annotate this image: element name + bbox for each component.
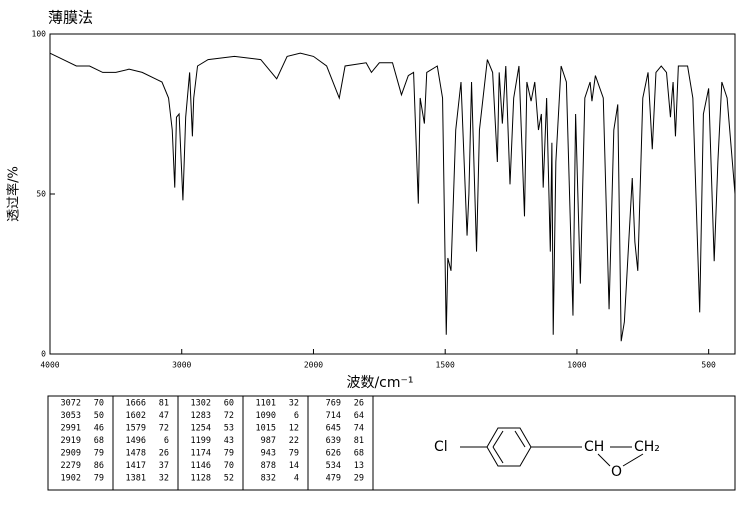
peak-wavenumber: 714 (326, 411, 341, 421)
x-tick-label: 500 (701, 361, 716, 370)
peak-wavenumber: 1579 (126, 424, 146, 434)
peak-wavenumber: 626 (326, 449, 341, 459)
structure (460, 427, 644, 467)
peak-transmittance: 70 (224, 461, 234, 471)
chart-title: 薄膜法 (48, 9, 93, 27)
peak-transmittance: 79 (224, 449, 234, 459)
peak-transmittance: 72 (159, 424, 169, 434)
peak-wavenumber: 1666 (126, 399, 146, 409)
peak-wavenumber: 1381 (126, 474, 146, 484)
peak-wavenumber: 1015 (256, 424, 276, 434)
atom-label: CH (584, 439, 604, 455)
peak-wavenumber: 3053 (61, 411, 81, 421)
y-tick-label: 50 (36, 190, 46, 199)
peak-transmittance: 50 (94, 411, 104, 421)
peak-wavenumber: 645 (326, 424, 341, 434)
peak-wavenumber: 1496 (126, 436, 146, 446)
x-axis-label: 波数/cm⁻¹ (346, 375, 413, 391)
spectrum-line (49, 52, 736, 342)
peak-wavenumber: 3072 (61, 399, 81, 409)
y-tick-label: 100 (32, 30, 47, 39)
x-tick-label: 3000 (172, 361, 191, 370)
peak-wavenumber: 1902 (61, 474, 81, 484)
peak-transmittance: 52 (224, 474, 234, 484)
peak-wavenumber: 534 (326, 461, 341, 471)
peak-transmittance: 68 (354, 449, 364, 459)
x-tick-label: 1500 (436, 361, 455, 370)
y-axis-label: 透过率/% (6, 166, 22, 222)
peak-transmittance: 37 (159, 461, 169, 471)
peak-table-frame (47, 395, 736, 491)
peak-wavenumber: 1417 (126, 461, 146, 471)
plot-frame (49, 33, 736, 355)
peak-wavenumber: 1283 (191, 411, 211, 421)
peak-wavenumber: 769 (326, 399, 341, 409)
peak-transmittance: 72 (224, 411, 234, 421)
peak-wavenumber: 878 (261, 461, 276, 471)
peak-wavenumber: 2279 (61, 461, 81, 471)
peak-transmittance: 53 (224, 424, 234, 434)
peak-transmittance: 26 (159, 449, 169, 459)
peak-wavenumber: 1602 (126, 411, 146, 421)
peak-transmittance: 47 (159, 411, 169, 421)
peak-transmittance: 6 (294, 411, 299, 421)
peak-transmittance: 70 (94, 399, 104, 409)
peak-transmittance: 81 (159, 399, 169, 409)
atom-label: O (611, 464, 622, 480)
atom-label: Cl (434, 439, 448, 455)
peak-transmittance: 64 (354, 411, 364, 421)
peak-wavenumber: 1478 (126, 449, 146, 459)
peak-wavenumber: 2991 (61, 424, 81, 434)
peak-wavenumber: 1128 (191, 474, 211, 484)
peak-transmittance: 14 (289, 461, 299, 471)
peak-wavenumber: 1174 (191, 449, 211, 459)
peak-wavenumber: 832 (261, 474, 276, 484)
peak-wavenumber: 2919 (61, 436, 81, 446)
peak-transmittance: 12 (289, 424, 299, 434)
x-tick-label: 1000 (567, 361, 586, 370)
peak-wavenumber: 1302 (191, 399, 211, 409)
peak-transmittance: 32 (289, 399, 299, 409)
peak-transmittance: 6 (164, 436, 169, 446)
peak-transmittance: 4 (294, 474, 299, 484)
x-tick-label: 4000 (40, 361, 59, 370)
peak-transmittance: 86 (94, 461, 104, 471)
peak-transmittance: 81 (354, 436, 364, 446)
peak-transmittance: 79 (94, 449, 104, 459)
peak-transmittance: 46 (94, 424, 104, 434)
peak-transmittance: 29 (354, 474, 364, 484)
atom-label: CH₂ (634, 439, 660, 455)
peak-wavenumber: 1254 (191, 424, 211, 434)
peak-transmittance: 79 (289, 449, 299, 459)
peak-wavenumber: 479 (326, 474, 341, 484)
peak-transmittance: 74 (354, 424, 364, 434)
peak-transmittance: 68 (94, 436, 104, 446)
peak-wavenumber: 1146 (191, 461, 211, 471)
y-tick-label: 0 (41, 350, 46, 359)
peak-wavenumber: 987 (261, 436, 276, 446)
peak-wavenumber: 2909 (61, 449, 81, 459)
peak-wavenumber: 1199 (191, 436, 211, 446)
peak-wavenumber: 639 (326, 436, 341, 446)
peak-transmittance: 26 (354, 399, 364, 409)
peak-transmittance: 79 (94, 474, 104, 484)
peak-wavenumber: 1101 (256, 399, 276, 409)
peak-transmittance: 32 (159, 474, 169, 484)
peak-transmittance: 43 (224, 436, 234, 446)
peak-wavenumber: 1090 (256, 411, 276, 421)
peak-transmittance: 22 (289, 436, 299, 446)
peak-transmittance: 13 (354, 461, 364, 471)
x-tick-label: 2000 (304, 361, 323, 370)
peak-transmittance: 60 (224, 399, 234, 409)
peak-wavenumber: 943 (261, 449, 276, 459)
